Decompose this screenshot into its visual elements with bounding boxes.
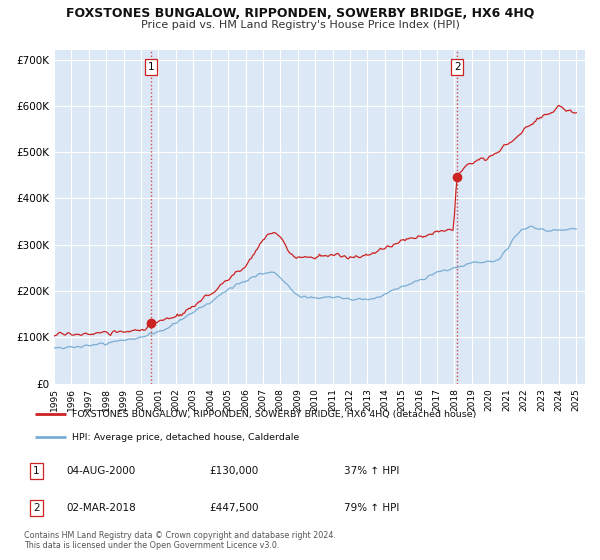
- Text: FOXSTONES BUNGALOW, RIPPONDEN, SOWERBY BRIDGE, HX6 4HQ (detached house): FOXSTONES BUNGALOW, RIPPONDEN, SOWERBY B…: [71, 409, 476, 418]
- Text: 2: 2: [454, 62, 461, 72]
- Text: Contains HM Land Registry data © Crown copyright and database right 2024.
This d: Contains HM Land Registry data © Crown c…: [24, 531, 336, 550]
- Text: 1: 1: [148, 62, 155, 72]
- Text: 79% ↑ HPI: 79% ↑ HPI: [344, 503, 399, 513]
- Text: £447,500: £447,500: [209, 503, 259, 513]
- Text: 2: 2: [33, 503, 40, 513]
- Text: HPI: Average price, detached house, Calderdale: HPI: Average price, detached house, Cald…: [71, 433, 299, 442]
- Text: Price paid vs. HM Land Registry's House Price Index (HPI): Price paid vs. HM Land Registry's House …: [140, 20, 460, 30]
- Text: 37% ↑ HPI: 37% ↑ HPI: [344, 466, 399, 476]
- Text: £130,000: £130,000: [209, 466, 259, 476]
- Text: FOXSTONES BUNGALOW, RIPPONDEN, SOWERBY BRIDGE, HX6 4HQ: FOXSTONES BUNGALOW, RIPPONDEN, SOWERBY B…: [66, 7, 534, 20]
- Text: 02-MAR-2018: 02-MAR-2018: [66, 503, 136, 513]
- Text: 04-AUG-2000: 04-AUG-2000: [66, 466, 136, 476]
- Text: 1: 1: [33, 466, 40, 476]
